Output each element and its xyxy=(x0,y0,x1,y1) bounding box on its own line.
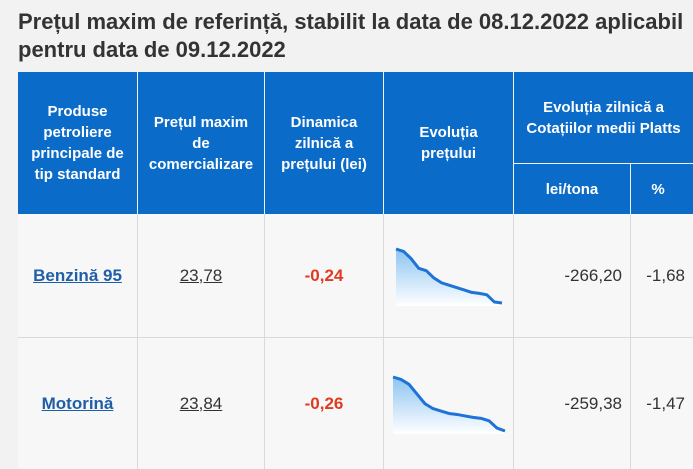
header-daily-dynamic-label: Dinamica zilnică a prețului (lei) xyxy=(281,113,367,173)
sparkline-area xyxy=(395,248,502,306)
header-price-evolution: Evoluția prețului xyxy=(384,72,513,214)
sparkline-line xyxy=(392,375,506,432)
daily-dynamic-value: -0,26 xyxy=(304,393,344,413)
daily-dynamic-cell: -0,24 xyxy=(265,214,383,337)
product-link[interactable]: Benzină 95 xyxy=(33,265,122,285)
header-lei-tona-label: lei/tona xyxy=(545,180,599,198)
daily-dynamic-cell: -0,26 xyxy=(265,338,383,469)
col-divider xyxy=(264,214,265,469)
lei-tona-cell: -259,38 xyxy=(514,338,630,469)
col-divider xyxy=(513,214,514,469)
row-divider xyxy=(18,337,693,338)
sparkline-area xyxy=(392,376,505,434)
percent-value: -1,68 xyxy=(646,265,685,285)
lei-tona-value: -266,20 xyxy=(564,265,622,285)
header-max-price: Prețul maxim de comercializare xyxy=(138,72,264,214)
sparkline-cell xyxy=(384,214,513,337)
header-percent-label: % xyxy=(651,180,665,198)
header-product: Produse petroliere principale de tip sta… xyxy=(18,72,137,214)
percent-cell: -1,68 xyxy=(631,214,693,337)
col-divider xyxy=(383,214,384,469)
table-row: Benzină 95 xyxy=(18,214,137,337)
header-platts-evolution-label: Evoluția zilnică a Cotațiilor medii Plat… xyxy=(526,98,681,137)
col-divider xyxy=(137,214,138,469)
row-background-1 xyxy=(18,214,693,337)
daily-dynamic-value: -0,24 xyxy=(304,265,344,285)
max-price-value[interactable]: 23,84 xyxy=(179,393,223,413)
product-link[interactable]: Motorină xyxy=(41,393,114,413)
table-row: Motorină xyxy=(18,338,137,469)
header-lei-tona: lei/tona xyxy=(514,164,630,214)
col-divider xyxy=(630,214,631,469)
header-product-label: Produse petroliere principale de tip sta… xyxy=(31,103,124,183)
page-title: Prețul maxim de referință, stabilit la d… xyxy=(18,9,684,62)
max-price-cell: 23,78 xyxy=(138,214,264,337)
row-background-2 xyxy=(18,338,693,469)
sparkline-cell xyxy=(384,338,513,469)
header-percent: % xyxy=(631,164,693,214)
max-price-cell: 23,84 xyxy=(138,338,264,469)
lei-tona-value: -259,38 xyxy=(564,393,622,413)
header-price-evolution-label: Evoluția prețului xyxy=(419,124,478,162)
percent-value: -1,47 xyxy=(646,393,685,413)
lei-tona-cell: -266,20 xyxy=(514,214,630,337)
header-platts-evolution: Evoluția zilnică a Cotațiilor medii Plat… xyxy=(514,72,693,163)
max-price-value[interactable]: 23,78 xyxy=(179,265,223,285)
price-sparkline xyxy=(392,375,506,434)
percent-cell: -1,47 xyxy=(631,338,693,469)
header-daily-dynamic: Dinamica zilnică a prețului (lei) xyxy=(265,72,383,214)
sparkline-line xyxy=(395,247,502,304)
header-max-price-label: Prețul maxim de comercializare xyxy=(148,113,254,173)
price-sparkline xyxy=(395,247,502,306)
